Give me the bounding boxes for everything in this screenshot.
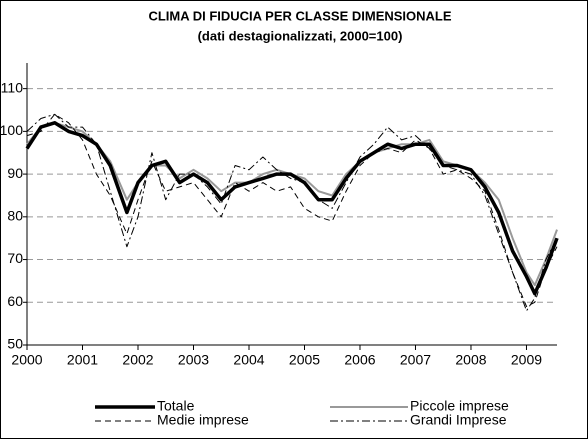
x-tick-label: 2001 (67, 352, 98, 368)
series-line (25, 121, 559, 296)
chart-title: CLIMA DI FIDUCIA PER CLASSE DIMENSIONALE (148, 8, 451, 23)
y-tick-label: 80 (7, 208, 23, 224)
x-tick-label: 2003 (178, 352, 209, 368)
x-tick-label: 2009 (511, 352, 542, 368)
x-tick-label: 2008 (455, 352, 486, 368)
x-tick-label: 2004 (233, 352, 264, 368)
y-tick-label: 90 (7, 165, 23, 181)
y-tick-label: 60 (7, 293, 23, 309)
series-line (26, 113, 558, 307)
y-tick-label: 70 (7, 250, 23, 266)
x-tick-label: 2002 (122, 352, 153, 368)
x-tick-label: 2007 (400, 352, 431, 368)
legend-label: Totale (157, 398, 195, 414)
y-tick-label: 50 (7, 336, 23, 352)
y-tick-label: 100 (0, 122, 23, 138)
legend-label: Medie imprese (157, 412, 249, 428)
x-tick-label: 2006 (344, 352, 375, 368)
x-tick-label: 2000 (11, 352, 42, 368)
x-tick-label: 2005 (289, 352, 320, 368)
chart-subtitle: (dati destagionalizzati, 2000=100) (198, 28, 403, 43)
legend-label: Piccole imprese (410, 398, 509, 414)
legend-label: Grandi Imprese (410, 412, 507, 428)
y-tick-label: 110 (1, 79, 24, 95)
